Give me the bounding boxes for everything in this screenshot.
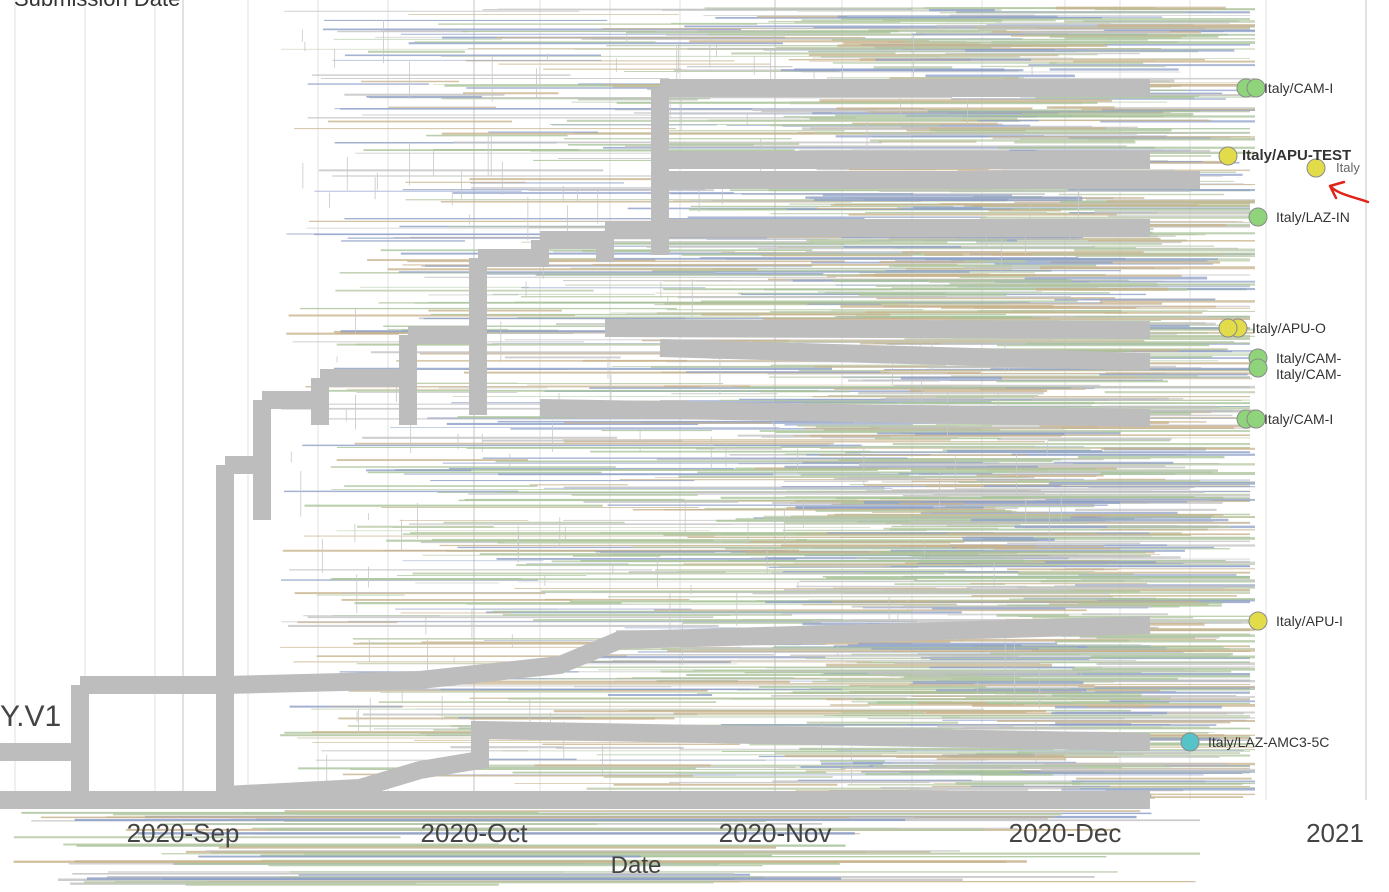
backbone-branch	[540, 231, 614, 262]
tip-marker	[1218, 146, 1238, 166]
tip-marker	[1180, 732, 1200, 752]
axis-title: Date	[610, 852, 662, 879]
color-by-label[interactable]: Submission Date	[14, 0, 180, 12]
tip-marker	[1246, 409, 1266, 429]
axis-tick-label: 2020-Nov	[718, 818, 832, 848]
tip-label[interactable]: Italy/LAZ-AMC3-5C	[1208, 734, 1330, 750]
axis-tick-label: 2020-Sep	[126, 818, 240, 848]
tip-label[interactable]: Italy/APU-I	[1276, 613, 1343, 629]
tip-marker	[1306, 158, 1326, 178]
annotation-arrow	[1328, 180, 1370, 204]
dense-branches	[13, 6, 1255, 886]
tip-markers	[1180, 78, 1326, 752]
clade-label: Y.V1	[0, 700, 62, 733]
backbone-branch	[604, 319, 1151, 339]
tip-label[interactable]: Italy/CAM-I	[1264, 80, 1334, 96]
backbone-branch	[478, 240, 549, 267]
tip-label[interactable]: Italy	[1336, 160, 1360, 175]
tip-label[interactable]: Italy/CAM-	[1276, 366, 1342, 382]
tip-marker	[1218, 318, 1238, 338]
backbone-branch	[659, 339, 1151, 371]
tip-label[interactable]: Italy/LAZ-IN	[1276, 209, 1350, 225]
backbone-branch	[539, 399, 1151, 427]
tip-label[interactable]: Italy/CAM-I	[1264, 411, 1334, 427]
backbone-branch	[224, 616, 1151, 694]
axis-tick-label: 2020-Dec	[1008, 818, 1122, 848]
axis-tick-label: 2021	[1306, 818, 1364, 848]
axis-tick-label: 2020-Oct	[420, 818, 528, 848]
tip-label[interactable]: Italy/APU-O	[1252, 320, 1326, 336]
tip-marker	[1248, 358, 1268, 378]
tree-backbone	[0, 79, 1200, 809]
backbone-branch	[320, 369, 417, 425]
tip-marker	[1246, 78, 1266, 98]
tip-marker	[1248, 611, 1268, 631]
tip-marker	[1248, 207, 1268, 227]
backbone-branch	[224, 720, 1151, 804]
tip-label[interactable]: Italy/APU-TEST	[1242, 147, 1352, 164]
tip-label[interactable]: Italy/CAM-	[1276, 350, 1342, 366]
